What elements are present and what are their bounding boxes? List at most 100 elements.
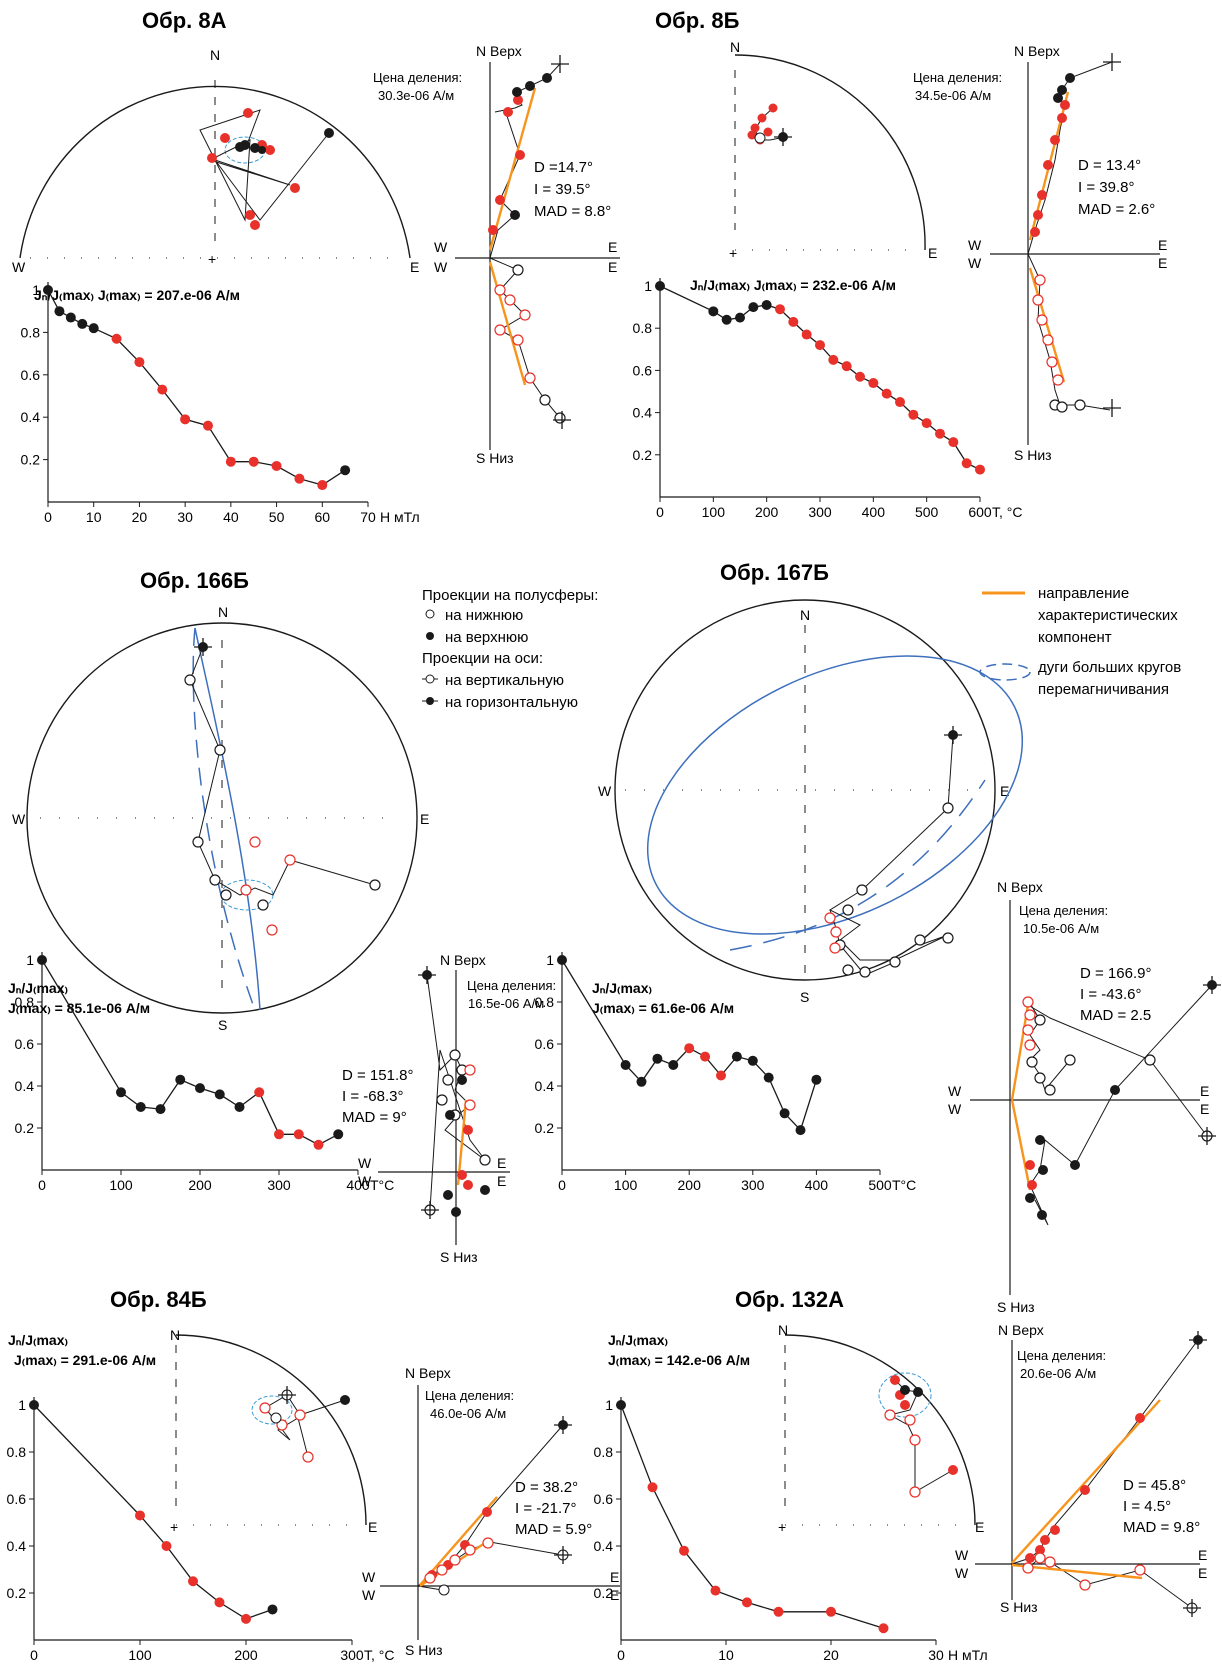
label-s-166b: S bbox=[218, 1017, 227, 1033]
label-w-z-167b: W bbox=[948, 1083, 962, 1099]
title-8a: Обр. 8А bbox=[142, 8, 227, 33]
d-8a: D =14.7° bbox=[534, 159, 593, 176]
data-point bbox=[881, 388, 892, 399]
demag-chart-5: 0 10 20 30 0.2 0.4 0.6 0.8 1 Н мТл bbox=[594, 1397, 988, 1663]
label-niz-132a: S Низ bbox=[1000, 1599, 1038, 1615]
label-niz-84b: S Низ bbox=[405, 1642, 443, 1658]
x-tick-label: 200 bbox=[755, 504, 779, 520]
legend-upper: на верхнюю bbox=[445, 629, 528, 646]
i-8b: I = 39.8° bbox=[1078, 179, 1134, 196]
data-point bbox=[234, 1102, 245, 1112]
data-point bbox=[294, 473, 305, 484]
legend-horizontal: на горизонтальную bbox=[445, 694, 578, 711]
y-tick-label: 0.2 bbox=[535, 1120, 555, 1136]
y-tick-label: 0.4 bbox=[7, 1538, 27, 1554]
label-e-84b: E bbox=[368, 1519, 377, 1535]
y-tick-label: 0.8 bbox=[15, 994, 35, 1010]
jlabel2-167b: J₍max₎ = 61.6e-06 А/м bbox=[592, 1000, 734, 1016]
data-point bbox=[616, 1400, 626, 1410]
center-plus-84b: + bbox=[170, 1519, 178, 1535]
label-w-167b: W bbox=[598, 783, 612, 799]
label-e-167b: E bbox=[1000, 783, 1009, 799]
x-unit-label: T°C bbox=[892, 1177, 916, 1193]
y-tick-label: 1 bbox=[26, 952, 34, 968]
label-w2-z-84b: W bbox=[362, 1587, 376, 1603]
data-point bbox=[241, 1613, 251, 1624]
x-tick-label: 100 bbox=[702, 504, 726, 520]
center-plus-8a: + bbox=[208, 251, 216, 267]
y-tick-label: 0.8 bbox=[594, 1444, 614, 1460]
data-point bbox=[180, 414, 191, 425]
x-tick-label: 200 bbox=[234, 1647, 258, 1663]
y-tick-label: 0.6 bbox=[633, 362, 653, 378]
data-point bbox=[961, 458, 972, 469]
y-tick-label: 0.4 bbox=[15, 1078, 35, 1094]
legend: Проекции на полусферы: на нижнюю на верх… bbox=[422, 585, 1181, 711]
legend-vertical-symbol bbox=[425, 674, 435, 684]
data-point bbox=[203, 420, 213, 431]
x-unit-label: T, °C bbox=[364, 1647, 395, 1663]
jlabel1-167b: Jₙ/J₍max₎ bbox=[592, 980, 652, 996]
data-point bbox=[684, 1043, 695, 1054]
red-points-8a bbox=[207, 108, 300, 230]
data-point bbox=[655, 281, 665, 291]
label-w-z-8b: W bbox=[968, 237, 982, 253]
x-unit-label: T°C bbox=[370, 1177, 394, 1193]
legend-blue-2: перемагничивания bbox=[1038, 681, 1169, 698]
label-e2-z-166b: E bbox=[497, 1173, 506, 1189]
y-tick-label: 0.4 bbox=[594, 1538, 614, 1554]
label-niz-167b: S Низ bbox=[997, 1299, 1035, 1315]
legend-orange-3: компонент bbox=[1038, 629, 1112, 646]
label-w2-z-132a: W bbox=[955, 1565, 969, 1581]
demag-chart-4: 0 100 200 300 0.2 0.4 0.6 0.8 1 T, °C bbox=[7, 1397, 395, 1663]
y-tick-label: 0.6 bbox=[15, 1036, 35, 1052]
legend-vertical: на вертикальную bbox=[445, 672, 564, 689]
label-w-8a: W bbox=[12, 259, 26, 275]
data-point bbox=[214, 1089, 225, 1100]
label-niz-8b: S Низ bbox=[1014, 447, 1052, 463]
zijderveld-8b: Цена деления: 34.5e-06 А/м N Верх S Низ … bbox=[913, 43, 1167, 463]
data-point bbox=[868, 378, 879, 389]
label-e2-z-167b: E bbox=[1200, 1101, 1209, 1117]
x-tick-label: 20 bbox=[132, 509, 148, 525]
data-point bbox=[77, 318, 88, 329]
x-tick-label: 100 bbox=[614, 1177, 638, 1193]
data-point bbox=[921, 418, 932, 429]
label-w-z-84b: W bbox=[362, 1569, 376, 1585]
data-point bbox=[620, 1060, 631, 1070]
data-point bbox=[248, 456, 259, 467]
i-167b: I = -43.6° bbox=[1080, 986, 1141, 1003]
scale-value-8b: 34.5e-06 А/м bbox=[915, 88, 991, 103]
y-tick-label: 0.8 bbox=[535, 994, 555, 1010]
legend-orange-2: характеристических bbox=[1038, 607, 1178, 624]
y-tick-label: 0.8 bbox=[21, 324, 41, 340]
data-point bbox=[763, 1072, 774, 1083]
scale-value-84b: 46.0e-06 А/м bbox=[430, 1406, 506, 1421]
data-point bbox=[716, 1070, 726, 1081]
x-unit-label: T, °C bbox=[992, 504, 1023, 520]
data-point bbox=[37, 955, 47, 965]
x-tick-label: 60 bbox=[314, 509, 330, 525]
jlabel1-84b: Jₙ/J₍max₎ bbox=[8, 1332, 68, 1348]
stereonet-arc-8b bbox=[734, 54, 926, 251]
label-e-z-167b: E bbox=[1200, 1083, 1209, 1099]
scale-value-166b: 16.5e-06 А/м bbox=[468, 996, 544, 1011]
demag-chart-3: 0 100 200 300 400 500 0.2 0.4 0.6 0.8 1 T°C bbox=[535, 952, 916, 1193]
stereonet-8a: N W E + bbox=[12, 47, 419, 275]
data-point bbox=[647, 1482, 658, 1493]
label-w2-z-166b: W bbox=[358, 1173, 372, 1189]
d-8b: D = 13.4° bbox=[1078, 157, 1141, 174]
x-tick-label: 500 bbox=[868, 1177, 892, 1193]
data-point bbox=[340, 465, 351, 476]
scale-label-132a: Цена деления: bbox=[1017, 1348, 1106, 1363]
d-132a: D = 45.8° bbox=[1123, 1477, 1186, 1494]
data-point bbox=[811, 1074, 822, 1085]
label-niz-8a: S Низ bbox=[476, 450, 514, 466]
scale-value-167b: 10.5e-06 А/м bbox=[1023, 921, 1099, 936]
title-166b: Обр. 166Б bbox=[140, 568, 249, 593]
mad-8b: MAD = 2.6° bbox=[1078, 201, 1155, 218]
data-point bbox=[313, 1139, 324, 1150]
data-point bbox=[161, 1541, 172, 1551]
data-point bbox=[735, 312, 745, 323]
legend-hemi-title: Проекции на полусферы: bbox=[422, 587, 598, 604]
